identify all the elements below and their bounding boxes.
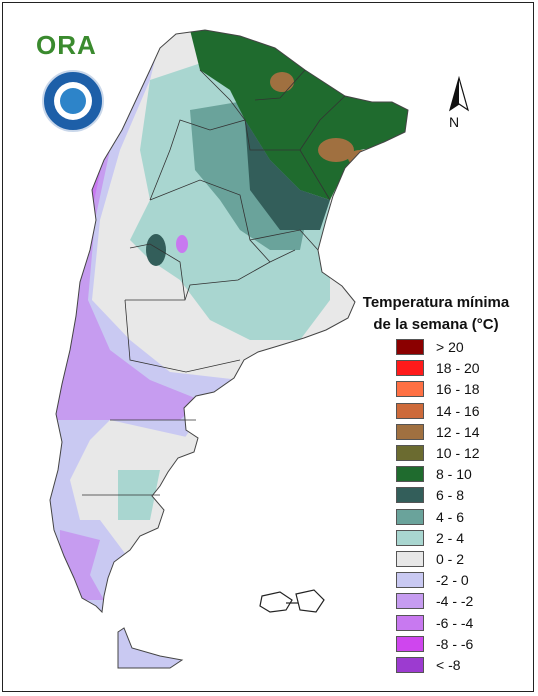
legend-swatch (396, 402, 424, 419)
legend-label: 10 - 12 (436, 445, 480, 461)
legend-label: 2 - 4 (436, 529, 465, 546)
legend-item: 4 - 6 (396, 508, 536, 530)
legend-item: -4 - -2 (396, 592, 536, 614)
legend-swatch (396, 381, 424, 398)
legend-swatch (396, 487, 424, 504)
legend-label: < -8 (436, 657, 461, 673)
province-borders (82, 69, 346, 496)
legend-label: 18 - 20 (436, 360, 480, 377)
legend-label: 12 - 14 (436, 423, 480, 440)
legend-label: -4 - -2 (436, 593, 474, 610)
legend-swatch (396, 572, 424, 589)
legend-swatch (396, 593, 424, 610)
legend-swatch (396, 508, 424, 525)
legend-swatch (396, 360, 424, 377)
north-arrow-icon (448, 76, 470, 112)
legend-title: Temperatura mínima de la semana (°C) (346, 292, 526, 336)
legend-title-line1: Temperatura mínima (362, 294, 510, 311)
ora-logo-text: ORA (36, 30, 97, 60)
legend-item: 14 - 16 (396, 402, 536, 424)
legend-label: 14 - 16 (436, 402, 480, 419)
legend-label: > 20 (436, 339, 464, 355)
legend-swatch (396, 445, 424, 461)
legend-swatch (396, 529, 424, 546)
legend-label: -8 - -6 (436, 635, 474, 652)
north-label: N (449, 114, 460, 130)
legend-item: 18 - 20 (396, 359, 536, 381)
legend-swatch (396, 466, 424, 483)
legend-label: 16 - 18 (436, 381, 480, 398)
legend-label: 0 - 2 (436, 551, 465, 567)
legend-label: 4 - 6 (436, 508, 465, 525)
ora-logo: ORA (36, 30, 97, 61)
legend-label: 6 - 8 (436, 487, 465, 504)
legend-swatch (396, 614, 424, 631)
legend-item: -6 - -4 (396, 614, 536, 636)
tierra-del-fuego (117, 627, 184, 669)
legend-swatch (396, 551, 424, 567)
legend-item: -2 - 0 (396, 571, 536, 593)
legend-item: 10 - 12 (396, 444, 536, 466)
legend-swatch (396, 657, 424, 673)
legend-swatch (396, 339, 424, 355)
legend-item: 2 - 4 (396, 529, 536, 551)
legend-item: > 20 (396, 338, 536, 360)
legend-label: 8 - 10 (436, 466, 472, 483)
legend-title-line2: de la semana (°C) (373, 316, 499, 333)
legend-item: 8 - 10 (396, 465, 536, 487)
legend-swatch (396, 635, 424, 652)
legend-label: -2 - 0 (436, 572, 469, 589)
legend-item: 0 - 2 (396, 550, 536, 572)
legend-item: 12 - 14 (396, 423, 536, 445)
legend-swatch (396, 423, 424, 440)
legend-label: -6 - -4 (436, 614, 474, 631)
smn-seal-icon (42, 70, 104, 132)
malvinas-islands (259, 589, 325, 613)
legend-item: -8 - -6 (396, 635, 536, 657)
legend-item: 16 - 18 (396, 380, 536, 402)
legend-item: < -8 (396, 656, 536, 678)
legend-item: 6 - 8 (396, 486, 536, 508)
